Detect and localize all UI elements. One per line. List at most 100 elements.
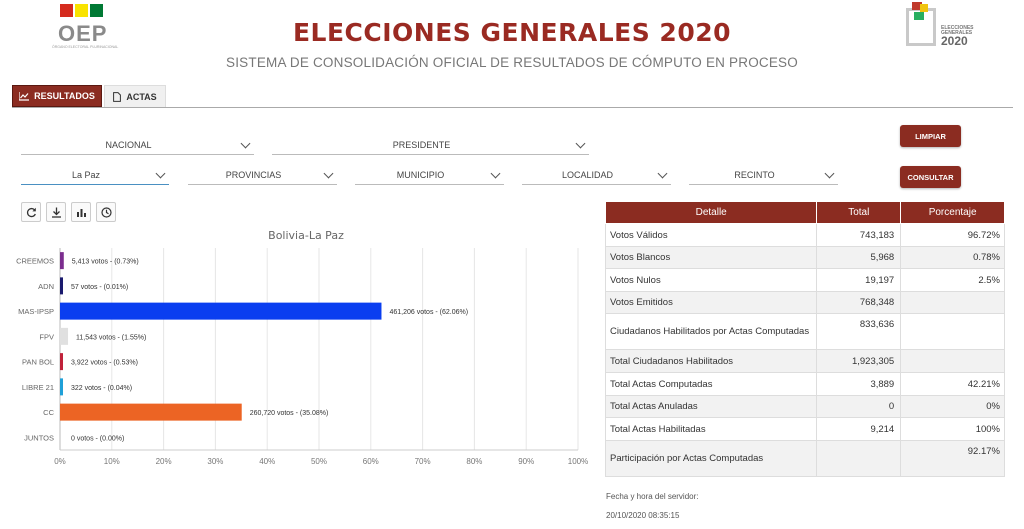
row-detail: Votos Emitidos [604, 291, 818, 314]
row-total: 9,214 [816, 417, 902, 441]
row-total: 5,968 [816, 246, 902, 269]
office-value: PRESIDENTE [392, 140, 451, 150]
x-tick-label: 60% [363, 457, 379, 466]
bar-chart-icon [76, 208, 86, 217]
download-button[interactable] [46, 202, 66, 222]
table-row: Votos Emitidos 768,348 [604, 291, 1005, 314]
row-total: 1,923,305 [816, 349, 902, 373]
precinct-select[interactable]: RECINTO [689, 167, 838, 185]
y-tick-label: CREEMOS [16, 257, 54, 266]
results-summary-table: Detalle Total Porcentaje Votos Válidos 7… [604, 201, 1005, 477]
elections-2020-logo: ELECCIONES GENERALES 2020 [904, 2, 984, 48]
y-tick-label: JUNTOS [24, 433, 54, 442]
row-detail: Votos Blancos [604, 246, 818, 269]
data-label: 57 votos - (0.01%) [71, 284, 128, 291]
chevron-down-icon [323, 168, 334, 179]
row-total: 0 [816, 395, 902, 418]
logo-line-2: GENERALES [941, 30, 973, 36]
results-bar-chart: Bolivia-La Paz CREEMOS ADN MAS-IPSP FPV PAN … [16, 229, 588, 466]
precinct-value: RECINTO [734, 170, 775, 180]
y-tick-label: FPV [39, 332, 54, 341]
tab-actas[interactable]: ACTAS [104, 85, 166, 107]
municipality-select[interactable]: MUNICIPIO [355, 167, 504, 185]
row-percentage [900, 291, 1005, 314]
province-select[interactable]: PROVINCIAS [188, 167, 337, 185]
bar [60, 403, 242, 421]
x-tick-label: 30% [207, 457, 223, 466]
history-button[interactable] [96, 202, 116, 222]
row-percentage: 100% [900, 417, 1005, 441]
table-row: Votos Blancos 5,968 0.78% [604, 246, 1005, 269]
row-percentage: 0.78% [900, 246, 1005, 269]
y-tick-label: ADN [38, 282, 54, 291]
row-percentage [900, 349, 1005, 373]
chart-icon [19, 91, 30, 101]
bar [60, 327, 69, 345]
chevron-down-icon [824, 168, 835, 179]
server-time-label: Fecha y hora del servidor: [606, 492, 699, 501]
row-percentage: 92.17% [900, 440, 1005, 477]
clear-button[interactable]: LIMPIAR [900, 125, 961, 147]
row-detail: Votos Válidos [604, 223, 818, 247]
row-detail: Total Actas Computadas [604, 372, 818, 396]
chevron-down-icon [657, 168, 668, 179]
row-detail: Total Actas Habilitadas [604, 417, 818, 441]
row-percentage: 42.21% [900, 372, 1005, 396]
office-select[interactable]: PRESIDENTE [272, 137, 589, 155]
data-label: 3,922 votos - (0.53%) [71, 360, 138, 367]
logo-line-1: ELECCIONES [941, 25, 974, 31]
tab-label: RESULTADOS [34, 91, 95, 101]
scope-select[interactable]: NACIONAL [21, 137, 254, 155]
page-title: ELECCIONES GENERALES 2020 [292, 18, 732, 47]
municipality-value: MUNICIPIO [396, 170, 445, 180]
table-row: Votos Válidos 743,183 96.72% [604, 223, 1005, 247]
tab-label: ACTAS [126, 91, 157, 102]
row-total: 743,183 [816, 223, 902, 247]
x-tick-label: 0% [54, 457, 66, 466]
locality-value: LOCALIDAD [561, 170, 614, 180]
table-row: Total Actas Habilitadas 9,214 100% [604, 417, 1005, 441]
tab-resultados[interactable]: RESULTADOS [12, 85, 102, 107]
row-percentage: 0% [900, 395, 1005, 418]
data-label: 461,206 votos - (62.06%) [389, 309, 468, 316]
x-tick-label: 10% [104, 457, 120, 466]
row-detail: Ciudadanos Habilitados por Actas Computa… [604, 313, 818, 350]
logo-year: 2020 [941, 34, 968, 48]
x-tick-label: 20% [156, 457, 172, 466]
bar [60, 252, 64, 270]
row-percentage: 96.72% [900, 223, 1005, 247]
x-tick-label: 70% [415, 457, 431, 466]
department-select[interactable]: La Paz [21, 167, 169, 185]
row-total [816, 440, 902, 477]
row-total: 19,197 [816, 268, 902, 292]
row-percentage [900, 313, 1005, 350]
data-label: 5,413 votos - (0.73%) [72, 259, 139, 266]
chart-type-button[interactable] [71, 202, 91, 222]
row-detail: Votos Nulos [604, 268, 818, 292]
logo-text: OEP [58, 21, 108, 46]
x-tick-label: 90% [518, 457, 534, 466]
table-row: Total Ciudadanos Habilitados 1,923,305 [604, 349, 1005, 373]
row-total: 768,348 [816, 291, 902, 314]
chevron-down-icon [575, 138, 586, 149]
query-button[interactable]: CONSULTAR [900, 166, 961, 188]
x-tick-label: 40% [259, 457, 275, 466]
province-value: PROVINCIAS [225, 170, 282, 180]
tab-divider [12, 107, 1013, 108]
bar [60, 353, 63, 371]
document-icon [113, 91, 122, 102]
table-row: Total Actas Computadas 3,889 42.21% [604, 372, 1005, 396]
chart-title: Bolivia-La Paz [268, 229, 344, 242]
row-detail: Total Ciudadanos Habilitados [604, 349, 818, 373]
scope-value: NACIONAL [105, 140, 152, 150]
chevron-down-icon [490, 168, 501, 179]
column-header-detail: Detalle [604, 201, 818, 224]
x-tick-label: 50% [311, 457, 327, 466]
refresh-button[interactable] [21, 202, 41, 222]
data-label: 260,720 votos - (35.08%) [250, 410, 329, 417]
table-header-row: Detalle Total Porcentaje [604, 201, 1005, 224]
data-label: 0 votos - (0.00%) [71, 435, 124, 442]
column-header-total: Total [816, 201, 902, 224]
department-value: La Paz [71, 170, 101, 180]
locality-select[interactable]: LOCALIDAD [522, 167, 671, 185]
